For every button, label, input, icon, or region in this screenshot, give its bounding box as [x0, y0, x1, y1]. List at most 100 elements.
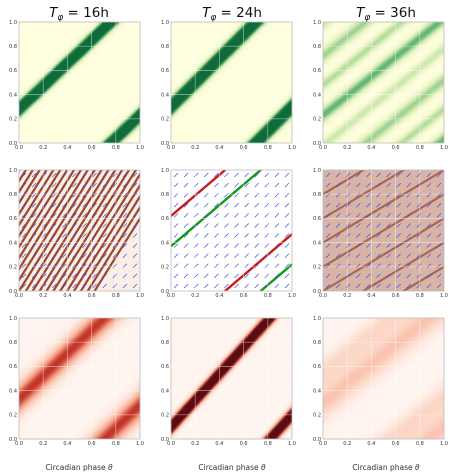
flow-arrow	[183, 182, 189, 188]
flow-stripe	[323, 192, 444, 269]
flow-arrow	[173, 203, 179, 208]
x-tick-label: 0.4	[63, 441, 71, 447]
flow-arrow	[335, 172, 341, 178]
flow-arrow	[204, 273, 209, 279]
flow-arrow	[244, 273, 249, 279]
flow-arrow	[234, 203, 239, 208]
panel-body	[19, 22, 140, 143]
column-titles: Tφ = 16h Tφ = 24h Tφ = 36h	[49, 5, 416, 23]
flow-arrow	[204, 243, 209, 248]
flow-arrow	[204, 253, 209, 258]
flow-arrow	[102, 182, 107, 188]
flow-arrow	[254, 203, 259, 208]
flow-arrow	[224, 203, 229, 208]
panel-top-24h: 0.0 0.2 0.4 0.6 0.8 1.0 0.0 0.2 0.4 0.6 0.8 1.0	[161, 20, 296, 151]
flow-arrow	[214, 233, 219, 238]
panel-body	[19, 170, 140, 291]
flow-arrow	[31, 273, 37, 279]
x-tick-label: 0.0	[167, 293, 175, 299]
panel-frame	[322, 21, 445, 144]
nullcline-0	[171, 170, 227, 217]
flow-stripe	[401, 265, 444, 291]
y-tick-label: 0.2	[9, 117, 17, 123]
flow-arrow	[52, 182, 57, 188]
y-tick-label: 0.4	[313, 388, 321, 394]
x-tick-label: 1.0	[440, 441, 448, 447]
x-tick-label: 0.8	[112, 441, 120, 447]
flow-arrow	[386, 273, 391, 279]
flow-arrow	[396, 203, 401, 208]
flow-arrow	[356, 182, 361, 188]
flow-arrow	[122, 203, 128, 208]
flow-stripe	[52, 170, 131, 291]
flow-arrow	[183, 283, 189, 289]
flow-arrow	[254, 283, 259, 289]
x-tick-label: 0.8	[416, 145, 424, 151]
flow-arrow	[52, 253, 57, 258]
flow-arrow	[254, 172, 259, 178]
flow-arrow	[396, 283, 401, 289]
flow-arrow	[335, 223, 341, 228]
flow-arrow	[376, 243, 381, 248]
flow-arrow	[102, 203, 107, 208]
flow-stripe	[19, 170, 76, 261]
y-tick-label: 0.4	[161, 388, 169, 394]
flow-arrow	[436, 243, 442, 248]
flow-arrow	[335, 233, 341, 238]
flow-arrow	[396, 233, 401, 238]
flow-arrow	[396, 213, 401, 218]
x-tick-label: 1.0	[136, 145, 144, 151]
flow-arrow	[376, 213, 381, 218]
y-tick-label: 1.0	[9, 316, 17, 322]
flow-arrow	[356, 283, 361, 289]
flow-arrow	[234, 182, 239, 188]
panel-bottom-24h: 0.0 0.2 0.4 0.6 0.8 1.0 0.0 0.2 0.4 0.6 0.8 1.0	[161, 316, 296, 447]
title-subscript: φ	[57, 13, 63, 23]
flow-arrow	[173, 213, 179, 218]
x-tick-label: 1.0	[288, 441, 296, 447]
flow-arrow	[173, 182, 179, 188]
x-tick-label: 1.0	[440, 293, 448, 299]
y-tick-label: 0.6	[313, 216, 321, 222]
flow-stripe	[19, 170, 69, 250]
flow-arrow	[92, 172, 97, 178]
flow-arrow	[386, 253, 391, 258]
flow-arrow	[436, 172, 442, 178]
y-tick-label: 0.8	[9, 192, 17, 198]
flow-arrow	[82, 203, 87, 208]
flow-arrow	[214, 203, 219, 208]
flow-arrow	[82, 172, 87, 178]
flow-arrow	[406, 253, 411, 258]
x-tick-label: 0.2	[39, 293, 47, 299]
panel-frame	[170, 169, 293, 292]
flow-arrow	[122, 233, 128, 238]
flow-arrow	[82, 233, 87, 238]
flow-arrow	[366, 253, 371, 258]
flow-arrow	[132, 273, 138, 279]
flow-arrow	[132, 182, 138, 188]
flow-arrow	[21, 213, 27, 218]
flow-arrow	[132, 203, 138, 208]
flow-arrow	[436, 253, 442, 258]
flow-arrow	[366, 172, 371, 178]
xlabel-col-2: Circadian phase θ	[198, 463, 266, 472]
flow-arrow	[183, 203, 189, 208]
y-tick-label: 0.8	[313, 44, 321, 50]
flow-arrow	[204, 213, 209, 218]
flow-arrow	[92, 203, 97, 208]
flow-stripe	[19, 170, 62, 239]
flow-arrow	[234, 233, 239, 238]
flow-arrow	[244, 172, 249, 178]
flow-arrow	[325, 182, 331, 188]
y-tick-label: 0.4	[313, 240, 321, 246]
flow-arrow	[386, 233, 391, 238]
x-tick-label: 1.0	[288, 293, 296, 299]
panel-top-36h: 0.0 0.2 0.4 0.6 0.8 1.0 0.0 0.2 0.4 0.6 0.8 1.0	[313, 20, 448, 151]
x-tick-label: 0.0	[167, 441, 175, 447]
x-tick-label: 0.4	[63, 145, 71, 151]
flow-arrow	[284, 182, 290, 188]
flow-arrow	[284, 253, 290, 258]
y-tick-label: 0.4	[161, 240, 169, 246]
flow-arrow	[356, 233, 361, 238]
flow-arrow	[325, 283, 331, 289]
